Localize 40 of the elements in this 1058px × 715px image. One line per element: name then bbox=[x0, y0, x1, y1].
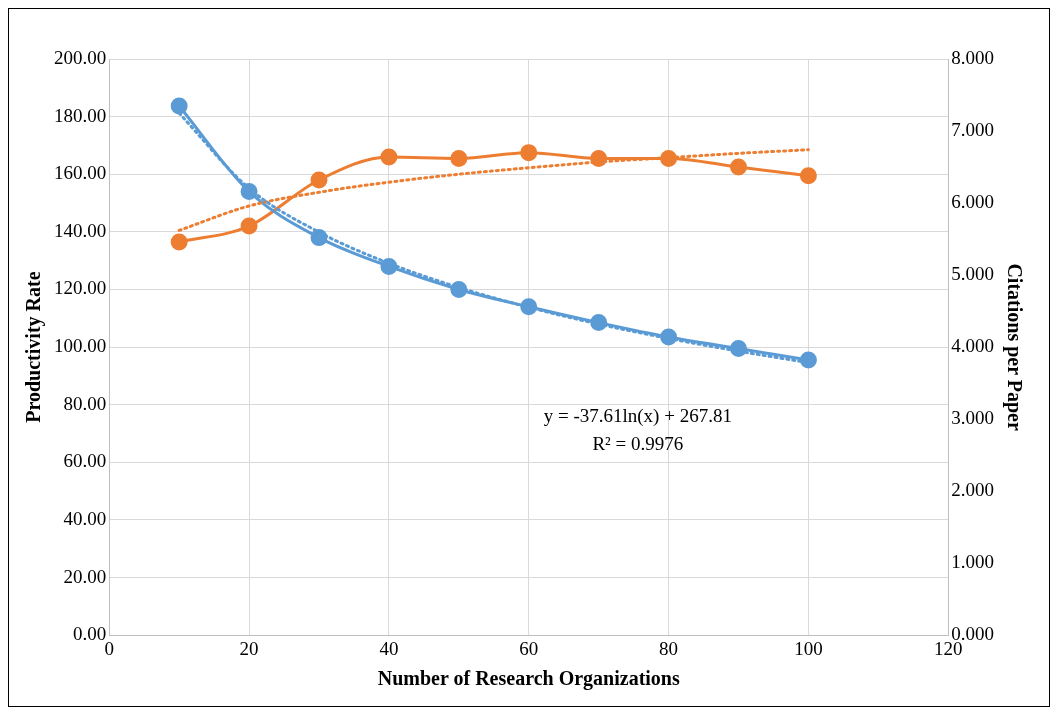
point bbox=[520, 144, 538, 162]
y2-tick-label: 4.000 bbox=[951, 335, 994, 357]
annotation: R² = 0.9976 bbox=[592, 433, 684, 455]
point bbox=[240, 217, 258, 235]
y2-tick-label: 5.000 bbox=[951, 263, 994, 285]
point bbox=[799, 351, 817, 369]
x-tick-label: 80 bbox=[659, 637, 679, 659]
y-tick-label: 40.00 bbox=[63, 507, 107, 529]
y2-tick-label: 8.000 bbox=[951, 46, 994, 68]
x-tick-label: 100 bbox=[794, 637, 823, 659]
y-tick-label: 160.00 bbox=[54, 162, 107, 184]
x-tick-label: 60 bbox=[519, 637, 539, 659]
y-tick-label: 0.00 bbox=[73, 623, 107, 645]
y-tick-label: 100.00 bbox=[54, 335, 107, 357]
point bbox=[170, 233, 188, 251]
x-axis-title: Number of Research Organizations bbox=[377, 667, 680, 691]
x-tick-label: 0 bbox=[104, 637, 114, 659]
y-tick-label: 120.00 bbox=[54, 277, 107, 299]
point bbox=[310, 171, 328, 189]
point bbox=[450, 149, 468, 167]
point bbox=[170, 97, 188, 115]
y-tick-label: 140.00 bbox=[54, 219, 107, 241]
x-tick-label: 40 bbox=[379, 637, 399, 659]
y-tick-label: 20.00 bbox=[63, 565, 107, 587]
y-tick-label: 60.00 bbox=[63, 450, 107, 472]
y-axis-title: Productivity Rate bbox=[22, 271, 46, 423]
y2-tick-label: 1.000 bbox=[951, 551, 994, 573]
y-tick-label: 80.00 bbox=[63, 392, 107, 414]
y-tick-label: 180.00 bbox=[54, 104, 107, 126]
point bbox=[799, 167, 817, 185]
y2-axis-title: Citations per Paper bbox=[1002, 263, 1026, 431]
y2-tick-label: 6.000 bbox=[951, 191, 994, 213]
y2-tick-label: 7.000 bbox=[951, 119, 994, 141]
point bbox=[730, 158, 747, 176]
y-tick-label: 200.00 bbox=[54, 46, 107, 68]
annotation: y = -37.61ln(x) + 267.81 bbox=[543, 405, 732, 428]
y2-tick-label: 3.000 bbox=[951, 407, 994, 429]
x-tick-label: 20 bbox=[239, 637, 259, 659]
y2-tick-label: 2.000 bbox=[951, 479, 994, 501]
point bbox=[380, 148, 398, 166]
